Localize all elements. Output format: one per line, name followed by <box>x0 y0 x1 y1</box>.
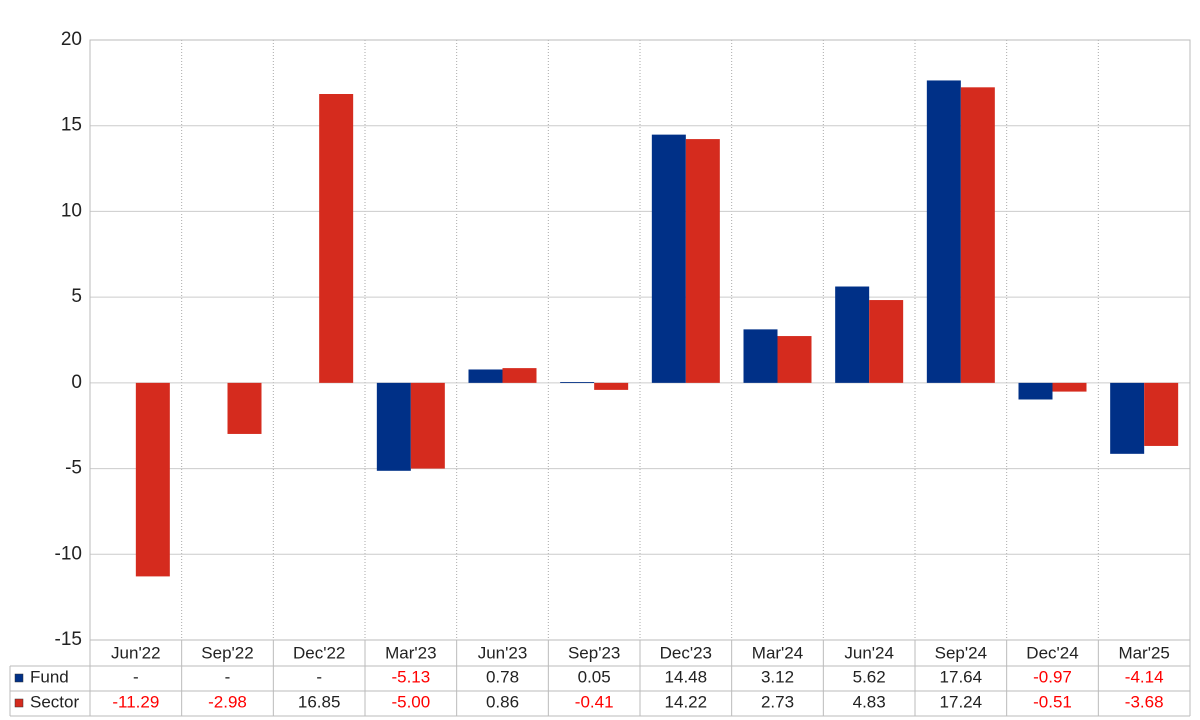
bar <box>319 94 354 383</box>
value-label: -2.98 <box>208 692 247 711</box>
bar <box>743 329 778 383</box>
value-label: 0.05 <box>578 667 611 686</box>
value-label: -0.41 <box>575 692 614 711</box>
x-tick-label: Mar'25 <box>1118 643 1169 662</box>
value-label: -0.97 <box>1033 667 1072 686</box>
bar <box>560 382 595 383</box>
bar <box>1110 382 1145 454</box>
x-tick-label: Dec'23 <box>660 643 712 662</box>
bar <box>1144 382 1179 446</box>
x-tick-label: Sep'23 <box>568 643 620 662</box>
x-tick-label: Sep'22 <box>201 643 253 662</box>
y-tick-label: 10 <box>61 200 82 221</box>
legend-label: Sector <box>30 692 79 711</box>
value-label: 0.86 <box>486 692 519 711</box>
bar <box>777 336 812 383</box>
value-label: -4.14 <box>1125 667 1164 686</box>
value-label: 14.48 <box>665 667 708 686</box>
legend-swatch <box>14 698 24 708</box>
value-label: -5.13 <box>391 667 430 686</box>
y-tick-label: -15 <box>55 629 82 650</box>
bar <box>685 139 720 383</box>
value-label: -5.00 <box>391 692 430 711</box>
value-label: -0.51 <box>1033 692 1072 711</box>
bar <box>1018 382 1053 400</box>
bar <box>1052 382 1087 392</box>
x-tick-label: Jun'22 <box>111 643 161 662</box>
value-label: 5.62 <box>853 667 886 686</box>
value-label: 0.78 <box>486 667 519 686</box>
bar <box>960 87 995 383</box>
bar <box>835 286 870 383</box>
bar <box>869 300 904 383</box>
x-tick-label: Sep'24 <box>935 643 987 662</box>
x-tick-label: Jun'23 <box>478 643 528 662</box>
bar <box>410 382 445 469</box>
value-label: 16.85 <box>298 692 341 711</box>
value-label: - <box>133 667 139 686</box>
value-label: 4.83 <box>853 692 886 711</box>
bar <box>227 382 262 434</box>
y-tick-label: 5 <box>71 286 82 307</box>
value-label: 14.22 <box>665 692 708 711</box>
bar <box>926 80 961 383</box>
bar <box>651 134 686 383</box>
value-label: -3.68 <box>1125 692 1164 711</box>
value-label: 2.73 <box>761 692 794 711</box>
value-label: 17.24 <box>940 692 983 711</box>
bar <box>376 382 411 471</box>
bar <box>135 382 170 577</box>
x-tick-label: Dec'22 <box>293 643 345 662</box>
x-tick-label: Dec'24 <box>1026 643 1078 662</box>
x-tick-label: Mar'24 <box>752 643 803 662</box>
bar <box>594 382 629 390</box>
y-tick-label: -5 <box>65 458 82 479</box>
value-label: 3.12 <box>761 667 794 686</box>
y-tick-label: 15 <box>61 115 82 136</box>
bar <box>468 369 503 383</box>
y-tick-label: 0 <box>71 372 82 393</box>
y-tick-label: -10 <box>55 543 82 564</box>
value-label: 17.64 <box>940 667 983 686</box>
value-label: - <box>225 667 231 686</box>
x-tick-label: Mar'23 <box>385 643 436 662</box>
bar <box>502 368 537 383</box>
y-tick-label: 20 <box>61 29 82 50</box>
value-label: - <box>316 667 322 686</box>
legend-label: Fund <box>30 667 69 686</box>
legend-swatch <box>14 673 24 683</box>
value-label: -11.29 <box>112 692 159 711</box>
x-tick-label: Jun'24 <box>844 643 894 662</box>
